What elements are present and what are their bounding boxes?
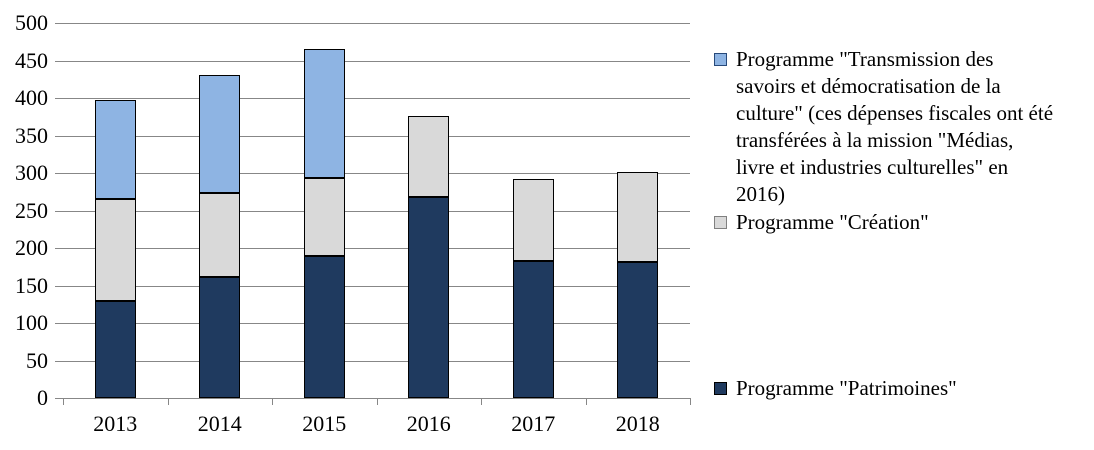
y-axis-label: 500 — [15, 10, 48, 35]
y-axis-label: 300 — [15, 160, 48, 185]
gridline — [63, 210, 690, 212]
y-axis-tick — [55, 398, 63, 399]
gridline — [63, 360, 690, 362]
legend-label-transmission: Programme "Transmission des savoirs et d… — [736, 47, 1054, 206]
bar-segment-creation — [199, 192, 241, 277]
gridline — [63, 248, 690, 249]
gridline — [63, 23, 690, 24]
y-axis-tick — [55, 173, 63, 174]
legend-item-creation: Programme "Création" — [714, 209, 1054, 236]
bar-segment-creation — [408, 116, 450, 197]
y-axis-label: 400 — [15, 85, 48, 110]
legend-item-transmission: Programme "Transmission des savoirs et d… — [714, 46, 1054, 208]
x-axis-label: 2017 — [511, 411, 556, 436]
bar-segment-transmission — [199, 74, 241, 193]
y-axis-label: 100 — [15, 310, 48, 335]
x-axis-tick — [690, 398, 691, 405]
y-axis-label: 250 — [15, 197, 48, 223]
bar-segment-transmission — [303, 48, 345, 178]
plot-area: 0 50 100 150 200 250 300 350 400 450 500 2013 2014 20… — [15, 12, 691, 435]
bar-segment-patrimoines — [512, 260, 554, 398]
bar-segment-patrimoines — [303, 255, 345, 398]
y-axis-label: 0 — [37, 385, 48, 410]
bar-segment-patrimoines — [617, 262, 659, 398]
y-axis-tick — [55, 323, 63, 324]
y-axis-label: 200 — [15, 235, 48, 260]
x-axis-tick — [481, 398, 482, 405]
x-axis-tick — [167, 398, 169, 405]
y-axis-tick — [55, 360, 63, 362]
y-axis-tick — [55, 60, 63, 62]
y-axis-tick — [55, 210, 63, 212]
x-axis-label: 2015 — [302, 411, 347, 436]
gridline — [63, 60, 690, 62]
y-axis-label: 50 — [26, 347, 48, 373]
y-axis-tick — [55, 135, 63, 137]
gridline — [63, 285, 690, 287]
bar-segment-patrimoines — [94, 300, 136, 398]
x-axis-tick — [63, 398, 64, 405]
bar-segment-creation — [303, 177, 345, 256]
y-axis-label: 450 — [15, 47, 48, 73]
bar-segment-creation — [512, 179, 554, 261]
x-axis-label: 2018 — [615, 411, 660, 436]
bar-segment-patrimoines — [408, 197, 450, 398]
bar-segment-creation — [617, 171, 659, 263]
legend-item-patrimoines: Programme "Patrimoines" — [714, 375, 1054, 402]
y-axis-tick — [55, 98, 63, 99]
y-axis-tick — [55, 23, 63, 24]
x-axis-tick — [585, 398, 587, 405]
legend-label-creation: Programme "Création" — [736, 210, 929, 234]
bar-segment-creation — [94, 199, 136, 301]
gridline — [63, 98, 690, 99]
bar-segment-transmission — [94, 100, 136, 200]
x-axis-label: 2016 — [406, 411, 451, 436]
legend-label-patrimoines: Programme "Patrimoines" — [736, 376, 957, 400]
x-axis-label: 2013 — [93, 411, 138, 436]
y-axis-tick — [55, 285, 63, 287]
gridline — [63, 135, 690, 137]
x-axis-label: 2014 — [197, 411, 242, 436]
y-axis-tick — [55, 248, 63, 249]
x-axis-tick — [272, 398, 273, 405]
bar-segment-patrimoines — [199, 276, 241, 398]
gridline — [63, 173, 690, 174]
y-axis-label: 350 — [15, 122, 48, 148]
legend-swatch-creation-icon — [714, 216, 727, 229]
legend-swatch-transmission-icon — [714, 53, 727, 66]
x-axis-tick — [376, 398, 378, 405]
y-axis-label: 150 — [15, 272, 48, 298]
legend-swatch-patrimoines-icon — [714, 382, 727, 395]
gridline — [63, 323, 690, 324]
